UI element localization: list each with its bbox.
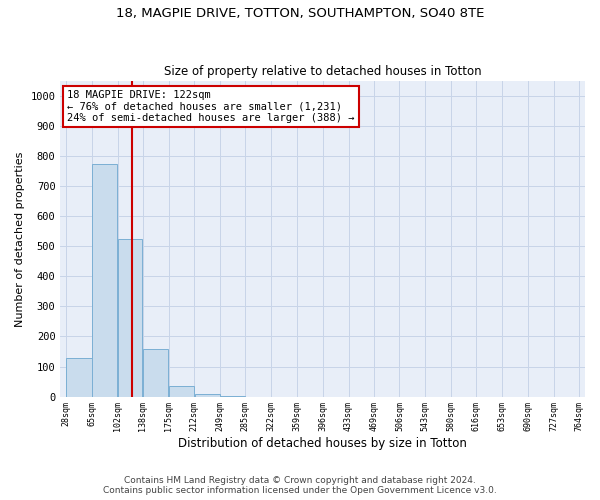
Bar xyxy=(143,348,168,397)
Bar xyxy=(92,164,118,396)
X-axis label: Distribution of detached houses by size in Totton: Distribution of detached houses by size … xyxy=(178,437,467,450)
Bar xyxy=(194,394,220,396)
Y-axis label: Number of detached properties: Number of detached properties xyxy=(15,151,25,326)
Bar xyxy=(169,386,194,396)
Title: Size of property relative to detached houses in Totton: Size of property relative to detached ho… xyxy=(164,66,482,78)
Text: 18 MAGPIE DRIVE: 122sqm
← 76% of detached houses are smaller (1,231)
24% of semi: 18 MAGPIE DRIVE: 122sqm ← 76% of detache… xyxy=(67,90,355,124)
Text: 18, MAGPIE DRIVE, TOTTON, SOUTHAMPTON, SO40 8TE: 18, MAGPIE DRIVE, TOTTON, SOUTHAMPTON, S… xyxy=(116,8,484,20)
Bar xyxy=(118,239,142,396)
Bar xyxy=(66,358,92,397)
Text: Contains HM Land Registry data © Crown copyright and database right 2024.
Contai: Contains HM Land Registry data © Crown c… xyxy=(103,476,497,495)
